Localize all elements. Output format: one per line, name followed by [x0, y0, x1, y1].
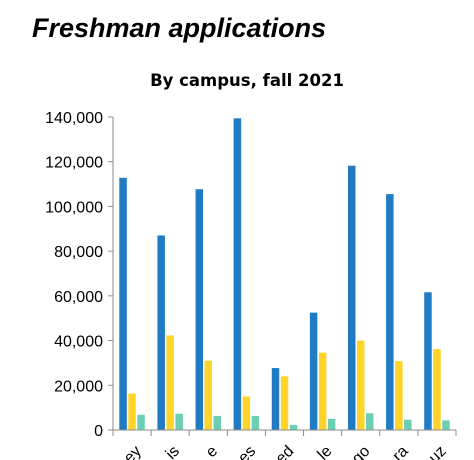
- y-tick-label: 40,000: [54, 334, 103, 351]
- bar: [356, 340, 365, 430]
- y-axis: 0 20,000 40,000 60,000 80,000 100,000 120,000 1…: [45, 110, 114, 440]
- bar: [157, 235, 165, 430]
- chart-title: By campus, fall 2021: [150, 71, 344, 90]
- bar: [309, 312, 318, 430]
- x-tick-label: go: [349, 443, 374, 460]
- bar: [233, 118, 242, 430]
- y-tick-label: 80,000: [54, 244, 103, 261]
- bar: [404, 419, 412, 430]
- bar: [128, 393, 136, 430]
- bar: [213, 415, 222, 430]
- x-tick-label: le: [315, 443, 336, 460]
- bar: [289, 424, 298, 430]
- x-tick-label: ey: [121, 443, 145, 460]
- bar: [251, 415, 260, 430]
- bar: [137, 414, 145, 430]
- x-tick-label: e: [203, 443, 221, 460]
- bar: [386, 194, 394, 430]
- bar: [175, 413, 183, 430]
- y-tick-label: 120,000: [45, 155, 103, 172]
- x-tick-label: es: [235, 443, 259, 460]
- bar: [271, 368, 280, 430]
- bar: [365, 413, 374, 430]
- bar: [242, 396, 251, 430]
- bar: [280, 376, 289, 430]
- y-tick-label: 140,000: [45, 110, 103, 127]
- bar: [166, 335, 174, 430]
- bar: [433, 349, 441, 430]
- x-tick-label: uz: [426, 443, 450, 460]
- bar: [204, 360, 213, 430]
- y-tick-label: 0: [94, 423, 103, 440]
- bar: [347, 165, 356, 430]
- y-tick-label: 20,000: [54, 378, 103, 395]
- y-tick-label: 60,000: [54, 289, 103, 306]
- x-tick-label: ra: [390, 443, 412, 460]
- bar: [318, 352, 327, 430]
- bar: [327, 418, 336, 430]
- bars: [119, 118, 450, 430]
- y-tick-label: 100,000: [45, 199, 103, 216]
- bar: [195, 189, 204, 430]
- bar: [395, 361, 403, 430]
- bar: [119, 177, 127, 430]
- x-axis: ey is e es ed le go ra uz: [112, 429, 457, 460]
- x-tick-label: ed: [273, 443, 298, 460]
- page-title: Freshman applications: [32, 13, 327, 43]
- bar: [424, 292, 432, 430]
- x-tick-label: is: [163, 443, 183, 460]
- bar: [442, 420, 450, 430]
